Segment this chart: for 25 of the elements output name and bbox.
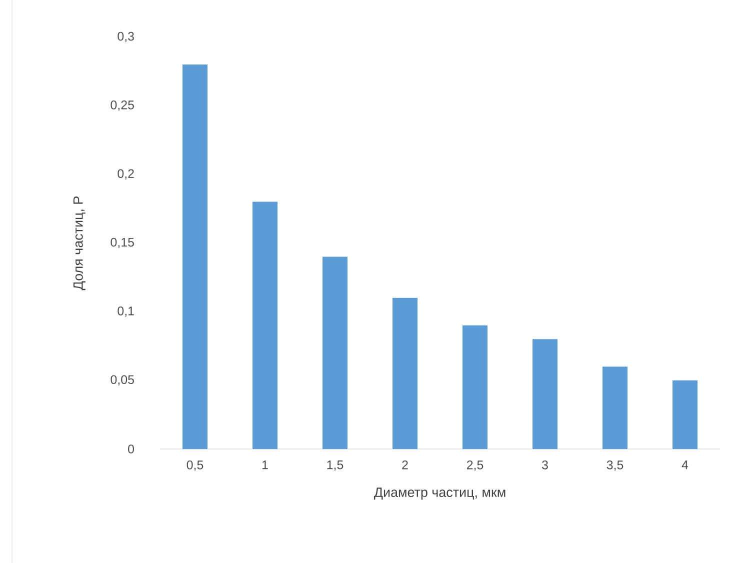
y-tick-label: 0 xyxy=(128,444,134,454)
bar xyxy=(252,202,278,449)
bar xyxy=(672,380,698,449)
x-tick-label: 1 xyxy=(262,460,268,470)
x-tick-label: 2,5 xyxy=(466,460,484,471)
bar xyxy=(322,256,348,449)
bar xyxy=(462,325,488,449)
y-axis-title: Доля частиц, P xyxy=(73,196,86,290)
bar xyxy=(532,339,558,449)
y-tick-label: 0,05 xyxy=(110,375,134,386)
x-tick-label: 3 xyxy=(542,460,548,470)
bar xyxy=(392,298,418,449)
x-tick-label: 2 xyxy=(402,460,408,470)
x-tick-label: 4 xyxy=(682,460,688,470)
y-tick-label: 0,15 xyxy=(110,238,134,248)
y-tick-label: 0,3 xyxy=(118,32,134,42)
x-tick-label: 3,5 xyxy=(606,460,624,471)
x-tick-label: 0,5 xyxy=(186,460,204,471)
bar xyxy=(602,366,628,449)
y-tick-label: 0,1 xyxy=(118,306,134,317)
x-tick-label: 1,5 xyxy=(327,460,344,471)
y-tick-label: 0,25 xyxy=(110,100,134,111)
bar xyxy=(182,64,208,449)
x-axis-title: Диаметр частиц, мкм xyxy=(374,488,506,500)
y-tick-label: 0,2 xyxy=(118,169,134,180)
